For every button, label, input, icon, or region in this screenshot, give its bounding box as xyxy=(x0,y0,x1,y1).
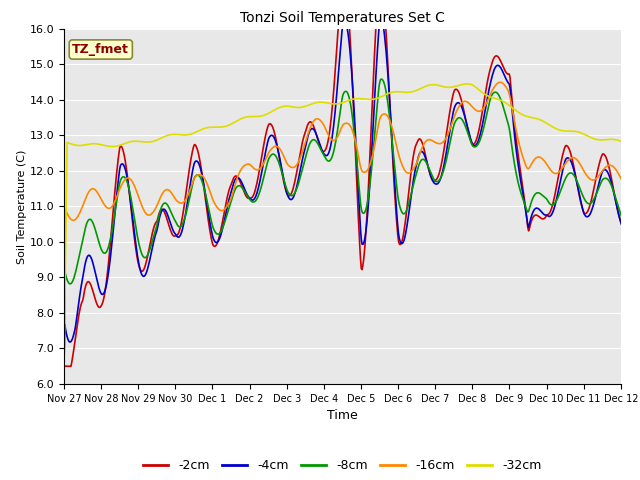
Y-axis label: Soil Temperature (C): Soil Temperature (C) xyxy=(17,149,27,264)
Title: Tonzi Soil Temperatures Set C: Tonzi Soil Temperatures Set C xyxy=(240,11,445,25)
Legend: -2cm, -4cm, -8cm, -16cm, -32cm: -2cm, -4cm, -8cm, -16cm, -32cm xyxy=(138,454,547,477)
X-axis label: Time: Time xyxy=(327,409,358,422)
Text: TZ_fmet: TZ_fmet xyxy=(72,43,129,56)
